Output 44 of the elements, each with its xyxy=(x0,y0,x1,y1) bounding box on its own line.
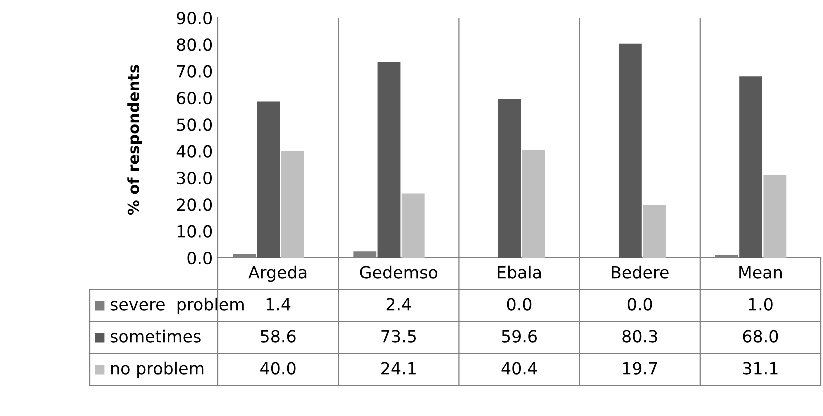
y-tick-label: 50.0 xyxy=(177,118,212,132)
data-label: 58.6 xyxy=(261,330,296,343)
bar xyxy=(402,194,425,258)
x-tick-label: Mean xyxy=(740,266,782,279)
y-axis-title: % of respondents xyxy=(128,65,142,215)
bar xyxy=(764,175,787,258)
y-tick-label: 80.0 xyxy=(177,38,212,52)
y-tick-label: 20.0 xyxy=(177,198,212,212)
legend-label: severe problem xyxy=(110,298,244,314)
data-label: 24.1 xyxy=(382,362,416,375)
x-tick-label: Gedemso xyxy=(360,266,438,279)
y-tick-label: 10.0 xyxy=(178,225,212,238)
y-tick-label: 30.0 xyxy=(177,172,212,185)
y-tick-label: 40.0 xyxy=(176,145,212,158)
data-label: 2.4 xyxy=(386,298,412,311)
data-label: 1.4 xyxy=(266,298,291,311)
x-tick-label: Ebala xyxy=(498,266,542,279)
y-tick-label: 0.0 xyxy=(188,252,212,265)
data-label: 80.3 xyxy=(622,330,658,343)
y-tick-label: 90.0 xyxy=(177,12,212,25)
legend-label: sometimes xyxy=(110,330,201,343)
data-label: 59.6 xyxy=(502,330,538,343)
bar xyxy=(378,62,401,258)
data-label: 1.0 xyxy=(749,298,773,311)
bar xyxy=(618,44,642,258)
y-tick-label: 70.0 xyxy=(177,65,212,78)
data-label: 19.7 xyxy=(623,362,658,375)
legend-label: no problem xyxy=(112,362,204,378)
bar xyxy=(281,151,304,258)
x-tick-label: Argeda xyxy=(248,266,307,282)
data-label: 73.5 xyxy=(382,330,416,343)
bar xyxy=(522,150,546,258)
x-tick-label: Bedere xyxy=(612,266,669,279)
data-label: 0.0 xyxy=(628,298,652,311)
bar xyxy=(643,205,666,258)
y-tick-label: 60.0 xyxy=(177,92,212,105)
data-label: 40.0 xyxy=(260,362,296,375)
bar xyxy=(740,76,763,258)
data-label: 40.4 xyxy=(502,362,538,375)
data-label: 68.0 xyxy=(743,330,778,343)
bar xyxy=(257,102,280,258)
data-label: 31.1 xyxy=(743,362,778,375)
bar xyxy=(498,99,522,258)
data-label: 0.0 xyxy=(507,298,532,311)
